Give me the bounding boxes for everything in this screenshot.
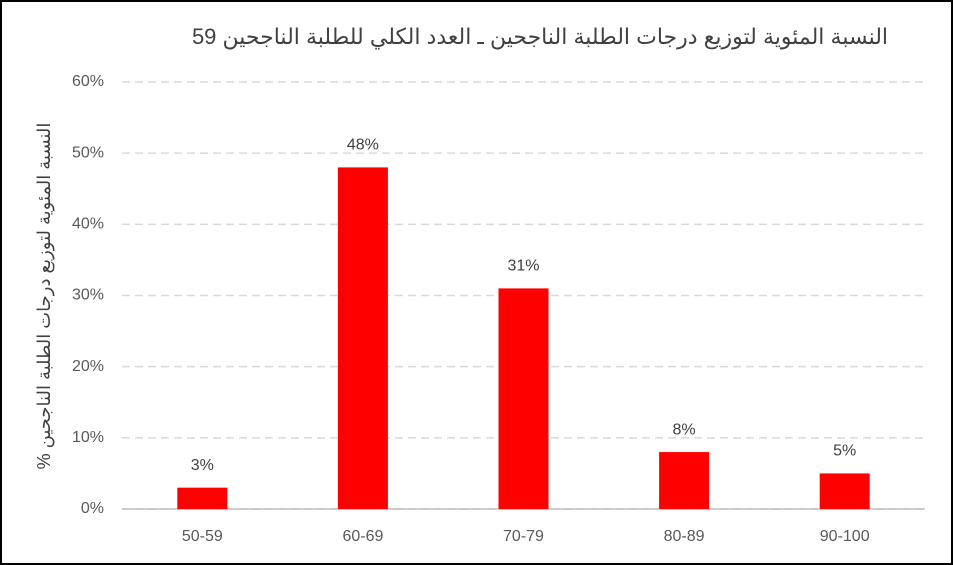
bar xyxy=(177,487,228,509)
value-label: 8% xyxy=(673,421,696,438)
value-label: 48% xyxy=(347,137,379,154)
x-tick-label: 50-59 xyxy=(182,528,223,545)
x-tick-label: 60-69 xyxy=(342,528,383,545)
y-tick-label: 30% xyxy=(72,287,104,304)
value-label: 3% xyxy=(191,457,214,474)
value-label: 5% xyxy=(833,443,856,460)
bar xyxy=(337,167,388,509)
bar xyxy=(819,473,870,509)
y-tick-label: 50% xyxy=(72,144,104,161)
y-tick-label: 0% xyxy=(81,500,104,517)
value-label: 31% xyxy=(507,258,539,275)
y-axis-title: النسبة المئوية لتوزيع درجات الطلبة الناج… xyxy=(34,123,55,470)
bar xyxy=(659,452,710,509)
y-tick-label: 10% xyxy=(72,429,104,446)
chart-title: النسبة المئوية لتوزيع درجات الطلبة الناج… xyxy=(192,24,888,50)
x-tick-label: 90-100 xyxy=(820,528,870,545)
bar xyxy=(498,288,549,509)
y-tick-label: 40% xyxy=(72,216,104,233)
x-tick-label: 70-79 xyxy=(503,528,544,545)
y-tick-label: 20% xyxy=(72,358,104,375)
y-tick-label: 60% xyxy=(72,73,104,90)
x-tick-label: 80-89 xyxy=(664,528,705,545)
